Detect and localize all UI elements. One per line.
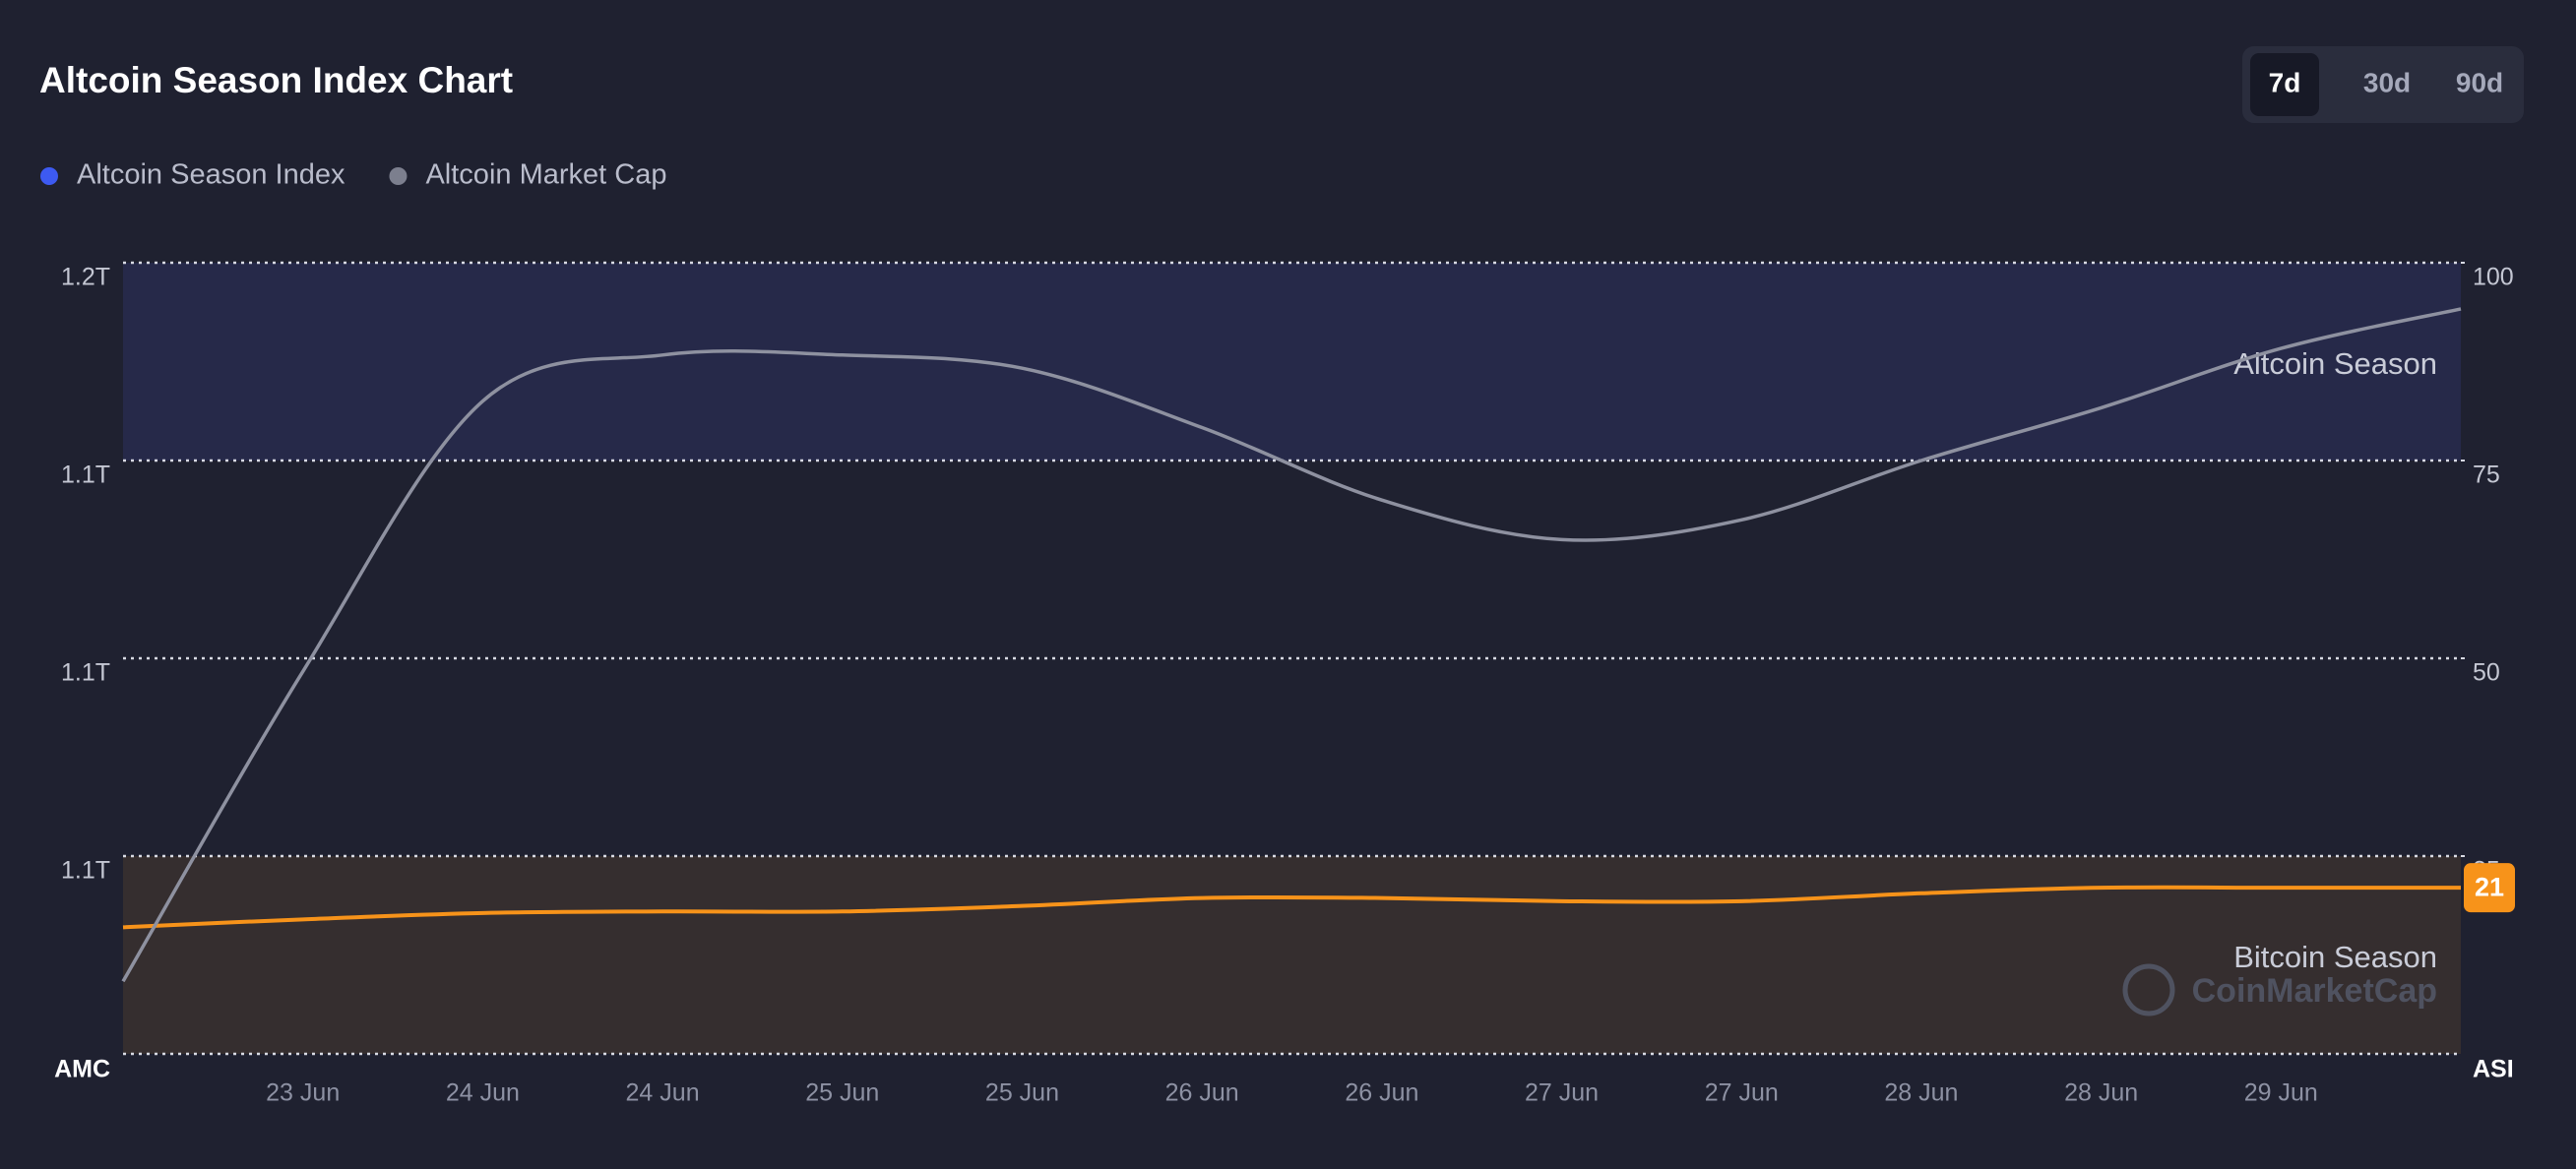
x-tick-label: 27 Jun <box>1705 1079 1779 1107</box>
y2-tick-label: 100 <box>2473 264 2514 291</box>
range-button[interactable]: 90d <box>2456 67 2503 97</box>
x-tick-label: 25 Jun <box>985 1079 1059 1107</box>
chart-title: Altcoin Season Index Chart <box>39 60 513 100</box>
legend-dot <box>389 167 408 185</box>
legend-label: Altcoin Market Cap <box>425 159 666 191</box>
current-value-label: 21 <box>2475 872 2504 901</box>
season-band <box>123 263 2461 461</box>
series-line <box>122 885 2461 930</box>
y-tick-label: 1.1T <box>61 461 110 489</box>
x-tick-label: 24 Jun <box>626 1079 700 1107</box>
y2-tick-label: 50 <box>2473 659 2500 687</box>
y-axis-label: AMC <box>54 1056 110 1083</box>
x-tick-label: 28 Jun <box>2064 1079 2138 1107</box>
legend-label: Altcoin Season Index <box>77 159 346 191</box>
series-line <box>121 307 2462 983</box>
range-button-active[interactable] <box>2250 53 2319 116</box>
x-tick-label: 24 Jun <box>446 1079 520 1107</box>
range-button[interactable]: 30d <box>2363 67 2411 97</box>
x-tick-label: 29 Jun <box>2244 1079 2318 1107</box>
current-value-badge <box>2464 863 2515 913</box>
y-tick-label: 1.1T <box>61 659 110 687</box>
y-tick-label: 1.1T <box>61 857 110 885</box>
y2-axis-label: ASI <box>2473 1056 2514 1083</box>
watermark: CoinMarketCap <box>2192 972 2437 1010</box>
legend-dot <box>40 167 58 185</box>
range-button[interactable]: 7d <box>2269 67 2301 97</box>
x-tick-label: 23 Jun <box>266 1079 340 1107</box>
y-tick-label: 1.2T <box>61 264 110 291</box>
band-label: Bitcoin Season <box>2233 940 2437 974</box>
x-tick-label: 26 Jun <box>1165 1079 1239 1107</box>
x-tick-label: 25 Jun <box>805 1079 879 1107</box>
watermark-logo <box>2122 963 2175 1016</box>
x-tick-label: 28 Jun <box>1884 1079 1958 1107</box>
x-tick-label: 27 Jun <box>1525 1079 1599 1107</box>
x-tick-label: 26 Jun <box>1345 1079 1418 1107</box>
y2-tick-label: 75 <box>2473 461 2500 489</box>
